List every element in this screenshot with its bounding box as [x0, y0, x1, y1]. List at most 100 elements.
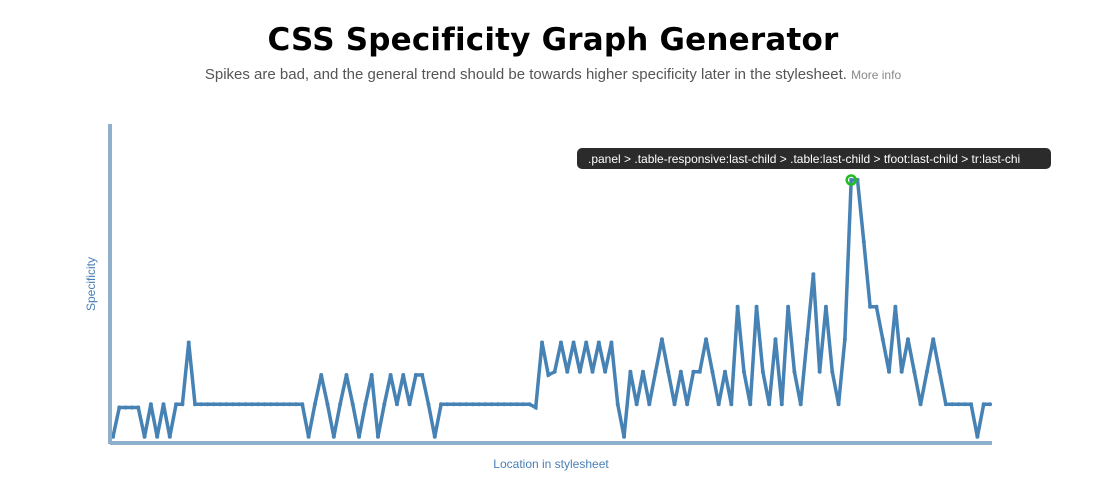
- data-point[interactable]: [760, 369, 765, 374]
- data-point[interactable]: [312, 402, 317, 407]
- data-point[interactable]: [174, 402, 179, 407]
- data-point[interactable]: [678, 369, 683, 374]
- highlighted-data-point[interactable]: [845, 174, 857, 186]
- data-point[interactable]: [186, 340, 191, 345]
- data-point[interactable]: [451, 402, 456, 407]
- data-point[interactable]: [956, 402, 961, 407]
- data-point[interactable]: [931, 337, 936, 342]
- data-point[interactable]: [691, 369, 696, 374]
- data-point[interactable]: [458, 402, 463, 407]
- data-point[interactable]: [571, 340, 576, 345]
- data-point[interactable]: [275, 402, 280, 407]
- data-point[interactable]: [249, 402, 254, 407]
- data-point[interactable]: [887, 369, 892, 374]
- data-point[interactable]: [552, 369, 557, 374]
- data-point[interactable]: [193, 402, 198, 407]
- data-point[interactable]: [950, 402, 955, 407]
- data-point[interactable]: [540, 340, 545, 345]
- data-point[interactable]: [792, 369, 797, 374]
- data-point[interactable]: [237, 402, 242, 407]
- data-point[interactable]: [388, 373, 393, 377]
- data-point[interactable]: [420, 373, 425, 377]
- data-point[interactable]: [199, 402, 204, 407]
- data-point[interactable]: [432, 434, 437, 439]
- data-point[interactable]: [981, 402, 986, 407]
- data-point[interactable]: [262, 402, 267, 407]
- data-point[interactable]: [836, 402, 841, 407]
- data-point[interactable]: [148, 402, 153, 407]
- data-point[interactable]: [874, 304, 879, 309]
- data-point[interactable]: [868, 304, 873, 309]
- data-point[interactable]: [647, 402, 652, 407]
- data-point[interactable]: [211, 402, 216, 407]
- data-point[interactable]: [495, 402, 500, 407]
- data-point[interactable]: [773, 337, 778, 342]
- data-point[interactable]: [338, 402, 343, 407]
- data-point[interactable]: [817, 369, 822, 374]
- data-point[interactable]: [988, 402, 992, 407]
- data-point[interactable]: [483, 402, 488, 407]
- data-point[interactable]: [243, 402, 248, 407]
- data-point[interactable]: [281, 402, 286, 407]
- data-point[interactable]: [350, 402, 355, 407]
- data-point[interactable]: [161, 402, 166, 407]
- data-point[interactable]: [596, 340, 601, 345]
- data-point[interactable]: [325, 402, 330, 407]
- data-point[interactable]: [533, 405, 538, 410]
- data-point[interactable]: [129, 405, 134, 410]
- data-point[interactable]: [937, 369, 942, 374]
- data-point[interactable]: [640, 369, 645, 374]
- data-point[interactable]: [659, 337, 664, 342]
- data-point[interactable]: [407, 402, 412, 407]
- data-point[interactable]: [357, 434, 362, 439]
- data-point[interactable]: [476, 402, 481, 407]
- data-point[interactable]: [319, 373, 324, 377]
- data-point[interactable]: [811, 272, 816, 277]
- data-point[interactable]: [704, 337, 709, 342]
- data-point[interactable]: [754, 304, 759, 309]
- data-point[interactable]: [849, 178, 854, 182]
- data-point[interactable]: [508, 402, 513, 407]
- data-point[interactable]: [830, 369, 835, 374]
- data-point[interactable]: [439, 402, 444, 407]
- data-point[interactable]: [672, 402, 677, 407]
- data-point[interactable]: [584, 340, 589, 345]
- data-point[interactable]: [634, 402, 639, 407]
- data-point[interactable]: [823, 304, 828, 309]
- data-point[interactable]: [590, 369, 595, 374]
- data-point[interactable]: [609, 340, 614, 345]
- data-point[interactable]: [880, 337, 885, 342]
- data-point[interactable]: [924, 369, 929, 374]
- data-point[interactable]: [287, 402, 292, 407]
- data-point[interactable]: [527, 402, 532, 407]
- data-point[interactable]: [622, 434, 627, 439]
- data-point[interactable]: [230, 402, 235, 407]
- data-point[interactable]: [798, 402, 803, 407]
- data-point[interactable]: [628, 369, 633, 374]
- data-point[interactable]: [167, 434, 172, 439]
- data-point[interactable]: [893, 304, 898, 309]
- data-point[interactable]: [401, 373, 406, 377]
- data-point[interactable]: [470, 402, 475, 407]
- data-point[interactable]: [767, 402, 772, 407]
- data-point[interactable]: [331, 434, 336, 439]
- data-point[interactable]: [842, 337, 847, 342]
- data-point[interactable]: [218, 402, 223, 407]
- data-point[interactable]: [565, 369, 570, 374]
- data-point[interactable]: [905, 337, 910, 342]
- data-point[interactable]: [723, 369, 728, 374]
- data-point[interactable]: [300, 402, 305, 407]
- data-point[interactable]: [716, 402, 721, 407]
- data-point[interactable]: [962, 402, 967, 407]
- data-point[interactable]: [464, 402, 469, 407]
- data-point[interactable]: [306, 434, 311, 439]
- data-point[interactable]: [394, 402, 399, 407]
- data-point[interactable]: [268, 402, 273, 407]
- data-point[interactable]: [805, 337, 810, 342]
- data-point[interactable]: [155, 434, 160, 439]
- data-point[interactable]: [779, 402, 784, 407]
- data-point[interactable]: [786, 304, 791, 309]
- data-point[interactable]: [382, 402, 387, 407]
- data-point[interactable]: [748, 402, 753, 407]
- data-point[interactable]: [363, 402, 368, 407]
